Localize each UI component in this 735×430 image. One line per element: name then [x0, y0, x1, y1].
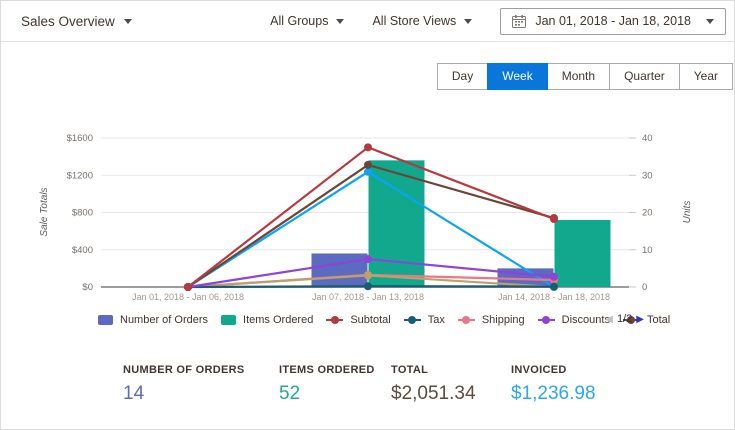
chevron-down-icon [706, 19, 714, 24]
stat-value: $1,236.98 [511, 383, 596, 405]
date-range-picker[interactable]: Jan 01, 2018 - Jan 18, 2018 [500, 8, 726, 35]
period-tabs: DayWeekMonthQuarterYear [1, 63, 734, 90]
legend-item-items-ordered[interactable]: Items Ordered [221, 314, 313, 326]
chevron-down-icon [336, 19, 344, 24]
legend-marker-icon [538, 315, 555, 325]
legend-label: Shipping [482, 314, 525, 326]
legend-marker-icon [221, 315, 236, 325]
stat-label: ITEMS ORDERED [279, 364, 391, 376]
chevron-down-icon [124, 19, 132, 24]
legend-item-shipping[interactable]: Shipping [458, 314, 525, 326]
sales-chart-svg: $0 0 $400 10 $800 20 $1200 30 $1600 40 Jan 01, 201… [1, 104, 735, 310]
svg-text:$0: $0 [82, 282, 93, 293]
tab-week[interactable]: Week [487, 63, 547, 90]
stat-number-of-orders: NUMBER OF ORDERS 14 [123, 364, 279, 405]
svg-text:30: 30 [642, 170, 653, 181]
header-filters: All Groups All Store Views Jan 01, 2018 … [270, 8, 726, 35]
calendar-icon [512, 15, 526, 28]
legend-label: Items Ordered [243, 314, 313, 326]
date-range-label: Jan 01, 2018 - Jan 18, 2018 [535, 14, 691, 28]
legend-prev-icon[interactable]: ◀ [605, 314, 613, 325]
chevron-down-icon [464, 19, 472, 24]
stat-label: NUMBER OF ORDERS [123, 364, 279, 376]
legend-label: Number of Orders [120, 314, 208, 326]
svg-text:40: 40 [642, 133, 653, 144]
sales-overview-panel: Sales Overview All Groups All Store View… [0, 0, 735, 430]
legend-item-discounts[interactable]: Discounts [538, 314, 610, 326]
legend-item-tax[interactable]: Tax [404, 314, 445, 326]
header-bar: Sales Overview All Groups All Store View… [1, 1, 734, 42]
report-type-dropdown[interactable]: Sales Overview [21, 14, 132, 29]
legend-label: Tax [428, 314, 445, 326]
tab-day[interactable]: Day [437, 63, 488, 90]
svg-text:$400: $400 [72, 245, 93, 256]
tab-month[interactable]: Month [547, 63, 610, 90]
tab-year[interactable]: Year [679, 63, 733, 90]
legend-label: Total [647, 314, 670, 326]
tab-quarter[interactable]: Quarter [609, 63, 680, 90]
legend-next-icon[interactable]: ▶ [636, 314, 644, 325]
svg-text:$800: $800 [72, 208, 93, 219]
chart-legend: Number of Orders Items Ordered Subtotal Tax… [98, 311, 734, 329]
legend-pagination: ◀ 1/2 ▶ [605, 313, 644, 325]
svg-text:$1600: $1600 [67, 133, 93, 144]
legend-marker-icon [326, 315, 343, 325]
svg-text:Jan 01, 2018 - Jan 06, 2018: Jan 01, 2018 - Jan 06, 2018 [132, 292, 244, 302]
store-view-filter-dropdown[interactable]: All Store Views [372, 14, 472, 28]
stat-items-ordered: ITEMS ORDERED 52 [279, 364, 391, 405]
group-filter-dropdown[interactable]: All Groups [270, 14, 344, 28]
stat-value: $2,051.34 [391, 383, 511, 405]
page-title: Sales Overview [21, 14, 115, 29]
legend-label: Subtotal [350, 314, 390, 326]
right-axis-title: Units [682, 201, 693, 224]
svg-text:Jan 07, 2018 - Jan 13, 2018: Jan 07, 2018 - Jan 13, 2018 [312, 292, 424, 302]
sales-chart: $0 0 $400 10 $800 20 $1200 30 $1600 40 Jan 01, 201… [1, 104, 734, 310]
legend-label: Discounts [562, 314, 610, 326]
legend-item-subtotal[interactable]: Subtotal [326, 314, 390, 326]
stat-label: TOTAL [391, 364, 511, 376]
stat-invoiced: INVOICED $1,236.98 [511, 364, 596, 405]
stat-value: 52 [279, 383, 391, 405]
store-view-filter-label: All Store Views [372, 14, 456, 28]
svg-text:10: 10 [642, 245, 653, 256]
legend-item-number-of-orders[interactable]: Number of Orders [98, 314, 208, 326]
left-axis-title: Sale Totals [39, 187, 50, 236]
svg-text:0: 0 [642, 282, 647, 293]
group-filter-label: All Groups [270, 14, 328, 28]
stat-total: TOTAL $2,051.34 [391, 364, 511, 405]
legend-marker-icon [458, 315, 475, 325]
summary-stats: NUMBER OF ORDERS 14ITEMS ORDERED 52TOTAL $2… [123, 364, 734, 405]
stat-label: INVOICED [511, 364, 596, 376]
svg-text:20: 20 [642, 208, 653, 219]
svg-text:$1200: $1200 [67, 170, 93, 181]
legend-page-indicator: 1/2 [617, 313, 632, 325]
svg-text:Jan 14, 2018 - Jan 18, 2018: Jan 14, 2018 - Jan 18, 2018 [498, 292, 610, 302]
stat-value: 14 [123, 383, 279, 405]
legend-marker-icon [404, 315, 421, 325]
legend-marker-icon [98, 315, 113, 325]
